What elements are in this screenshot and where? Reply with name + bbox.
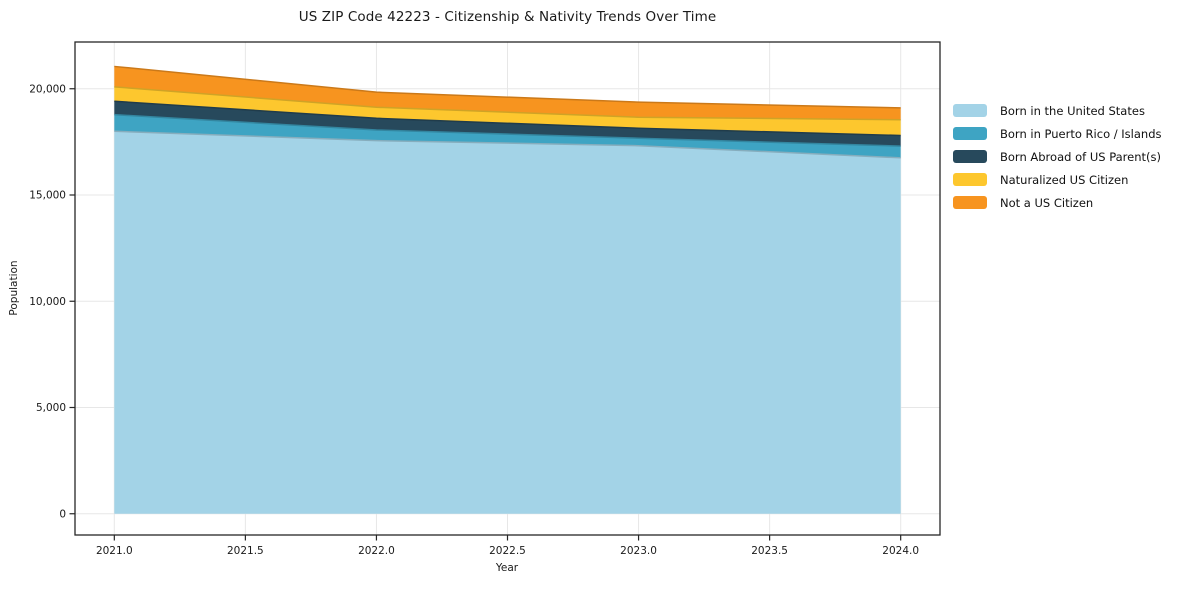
- legend-item: Not a US Citizen: [953, 195, 1162, 210]
- legend-label: Born in the United States: [1000, 103, 1145, 118]
- legend: Born in the United States Born in Puerto…: [953, 103, 1162, 210]
- legend-swatch-not-citizen: [953, 196, 987, 209]
- y-tick-label: 20,000: [29, 83, 66, 95]
- legend-label: Naturalized US Citizen: [1000, 172, 1129, 187]
- area-band-born-in-puerto-rico-islands: [114, 114, 901, 158]
- area-band-not-a-us-citizen: [114, 66, 901, 120]
- y-tick-label: 10,000: [29, 296, 66, 308]
- area-band-edge: [114, 86, 901, 121]
- area-band-edge: [114, 65, 901, 109]
- area-band-born-in-the-united-states: [114, 131, 901, 514]
- area-band-edge: [114, 100, 901, 137]
- legend-item: Naturalized US Citizen: [953, 172, 1162, 187]
- chart-title: US ZIP Code 42223 - Citizenship & Nativi…: [298, 9, 717, 25]
- x-tick-label: 2023.0: [620, 545, 657, 557]
- y-tick-label: 0: [59, 508, 66, 520]
- legend-label: Born in Puerto Rico / Islands: [1000, 126, 1162, 141]
- legend-swatch-born-abroad: [953, 150, 987, 163]
- legend-swatch-naturalized: [953, 173, 987, 186]
- x-tick-label: 2021.0: [96, 545, 133, 557]
- area-band-naturalized-us-citizen: [114, 86, 901, 136]
- x-tick-label: 2023.5: [751, 545, 788, 557]
- legend-label: Not a US Citizen: [1000, 195, 1094, 210]
- legend-swatch-born-in-us: [953, 104, 987, 117]
- x-tick-label: 2022.5: [489, 545, 526, 557]
- y-axis-label: Population: [8, 260, 20, 316]
- legend-item: Born in the United States: [953, 103, 1162, 118]
- x-tick-label: 2022.0: [358, 545, 395, 557]
- y-tick-label: 5,000: [36, 402, 66, 414]
- area-band-edge: [114, 130, 901, 159]
- legend-label: Born Abroad of US Parent(s): [1000, 149, 1161, 164]
- legend-item: Born in Puerto Rico / Islands: [953, 126, 1162, 141]
- x-axis-label: Year: [495, 562, 519, 574]
- area-band-edge: [114, 113, 901, 147]
- legend-swatch-puerto-rico: [953, 127, 987, 140]
- x-tick-label: 2021.5: [227, 545, 264, 557]
- x-tick-label: 2024.0: [882, 545, 919, 557]
- legend-item: Born Abroad of US Parent(s): [953, 149, 1162, 164]
- y-tick-label: 15,000: [29, 190, 66, 202]
